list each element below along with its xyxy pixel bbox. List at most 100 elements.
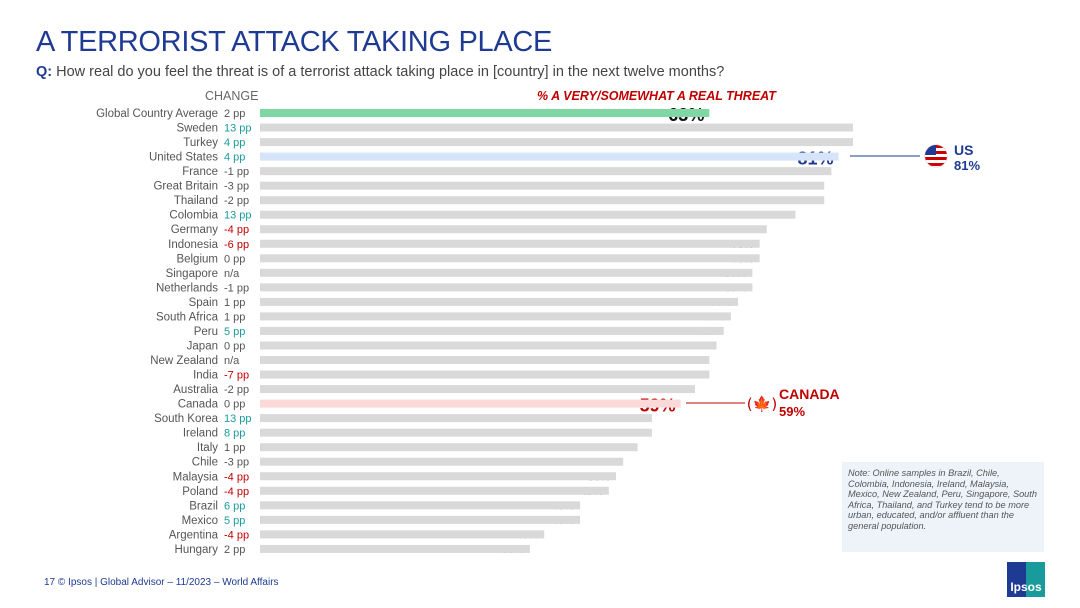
bar [260,109,710,117]
ipsos-logo: Ipsos [1007,562,1045,597]
bar [260,399,681,408]
change-label: n/a [224,268,240,280]
change-label: 13 pp [224,123,252,135]
category-label: Singapore [166,268,218,280]
change-label: -2 pp [224,195,249,207]
change-label: -1 pp [224,166,249,178]
category-label: Peru [194,326,218,338]
change-label: 2 pp [224,108,245,120]
category-label: United States [149,152,218,164]
category-label: Ireland [183,428,218,440]
bar [260,457,624,466]
change-label: -2 pp [224,384,249,396]
change-label: 2 pp [224,544,245,556]
bar [260,326,724,335]
category-label: Brazil [189,500,218,512]
category-label: Hungary [175,544,219,556]
change-label: 1 pp [224,442,245,454]
change-label: 4 pp [224,152,245,164]
category-label: Poland [182,486,218,498]
category-label: Mexico [182,515,218,527]
change-label: 0 pp [224,340,245,352]
change-label: -1 pp [224,282,249,294]
bar [260,501,581,510]
change-label: 0 pp [224,253,245,265]
bar [260,356,710,365]
canada-flag-icon: (🍁) [747,395,777,413]
category-label: Argentina [169,529,219,541]
question-prefix: Q: [36,64,53,80]
series-header: % A VERY/SOMEWHAT A REAL THREAT [537,89,776,103]
note: Note: Online samples in Brazil, Chile, C… [842,462,1044,552]
change-label: 5 pp [224,326,245,338]
svg-text:(🍁): (🍁) [747,395,777,413]
bar [260,515,581,524]
category-label: Colombia [169,210,218,222]
bar [260,370,710,379]
category-label: India [193,370,219,382]
category-label: Global Country Average [96,108,218,120]
us-callout-name: US [954,142,974,158]
category-label: New Zealand [150,355,218,367]
bar [260,268,753,277]
bar [260,283,753,292]
bar [260,297,739,306]
change-label: 1 pp [224,311,245,323]
question: Q: How real do you feel the threat is of… [36,64,724,80]
bar [260,428,652,437]
category-label: Netherlands [156,282,218,294]
bar [260,167,832,176]
change-label: 13 pp [224,413,252,425]
bar [260,385,695,394]
category-label: Great Britain [153,181,218,193]
footer: 17 © Ipsos | Global Advisor – 11/2023 – … [44,577,279,588]
change-label: 6 pp [224,500,245,512]
bar [260,181,825,190]
us-callout-value: 81% [954,158,981,173]
question-text: How real do you feel the threat is of a … [56,64,725,80]
bar [260,254,760,263]
category-label: Thailand [174,195,218,207]
change-label: -3 pp [224,181,249,193]
canada-callout-name: CANADA [779,386,840,402]
category-label: Italy [197,442,218,454]
change-label: -4 pp [224,529,249,541]
change-label: n/a [224,355,240,367]
bar [260,341,717,350]
bar [260,414,652,423]
canada-callout-value: 59% [779,404,806,419]
change-label: 5 pp [224,515,245,527]
category-label: Indonesia [168,239,218,251]
bar [260,123,853,132]
category-label: Malaysia [173,471,219,483]
bar [260,138,853,147]
category-label: South Africa [156,311,219,323]
category-label: France [182,166,218,178]
change-label: 8 pp [224,428,245,440]
bar [260,210,796,219]
change-header: CHANGE [205,89,259,103]
bar [260,152,839,161]
page-title: A TERRORIST ATTACK TAKING PLACE [36,26,553,58]
bar [260,225,767,234]
bar [260,443,638,452]
change-label: 1 pp [224,297,245,309]
change-label: 4 pp [224,137,245,149]
change-label: -7 pp [224,370,249,382]
change-label: -4 pp [224,486,249,498]
bar [260,544,530,553]
category-label: Spain [189,297,218,309]
change-label: -3 pp [224,457,249,469]
change-label: -6 pp [224,239,249,251]
change-label: -4 pp [224,471,249,483]
category-label: Australia [173,384,218,396]
category-label: Germany [171,224,219,236]
category-label: South Korea [154,413,219,425]
category-label: Canada [178,399,219,411]
bar [260,196,825,205]
change-label: 0 pp [224,399,245,411]
bar [260,239,760,248]
bar [260,312,731,321]
bar [260,530,545,539]
